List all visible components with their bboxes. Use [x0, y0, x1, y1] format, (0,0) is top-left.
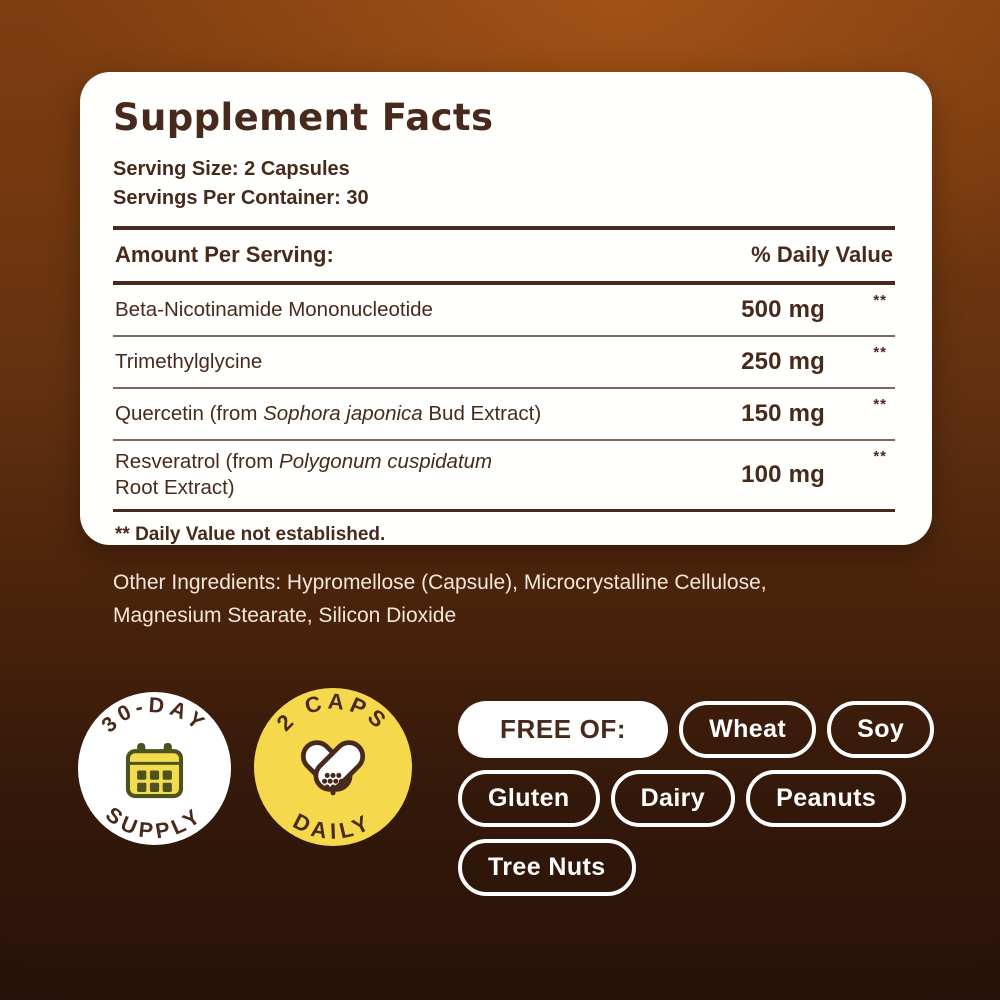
table-row: Resveratrol (from Polygonum cuspidatum R…: [113, 441, 895, 509]
daily-value-asterisks: **: [873, 344, 887, 361]
divider-thick: [113, 281, 895, 285]
ingredient-amount: 500 mg: [741, 296, 825, 323]
serving-size: Serving Size: 2 Capsules: [113, 158, 350, 180]
supply-badge: 30-DAY SUPPLY: [78, 692, 231, 845]
daily-value-asterisks: **: [873, 292, 887, 309]
allergen-pill-dairy: Dairy: [610, 770, 736, 827]
divider-thin: [113, 335, 895, 337]
ingredient-name: Beta-Nicotinamide Mononucleotide: [115, 298, 433, 321]
ingredient-name: Quercetin (from Sophora japonica Bud Ext…: [115, 402, 542, 425]
daily-value-header: % Daily Value: [751, 242, 893, 267]
other-ingredients-text: Other Ingredients: Hypromellose (Capsule…: [113, 571, 767, 627]
daily-value-asterisks: **: [873, 396, 887, 413]
servings-per-container: Servings Per Container: 30: [113, 187, 369, 209]
allergen-pill-wheat: Wheat: [679, 701, 817, 758]
divider-medium: [113, 509, 895, 512]
free-of-label-pill: FREE OF:: [458, 701, 669, 758]
table-row: Beta-Nicotinamide Mononucleotide 500 mg …: [113, 285, 895, 335]
ingredient-name: Trimethylglycine: [115, 350, 263, 373]
allergen-pill-tree-nuts: Tree Nuts: [458, 839, 636, 896]
table-header: Amount Per Serving: % Daily Value: [113, 230, 895, 281]
ingredient-name: Resveratrol (from Polygonum cuspidatum R…: [115, 450, 493, 499]
panel-title: Supplement Facts: [113, 96, 494, 139]
table-row: Trimethylglycine 250 mg **: [113, 337, 895, 387]
ingredient-amount: 150 mg: [741, 400, 825, 427]
ingredient-amount: 100 mg: [741, 461, 825, 488]
capsules-heart-icon: [300, 740, 366, 796]
supplement-facts-panel: Supplement Facts Serving Size: 2 Capsule…: [80, 72, 932, 545]
dosage-badge: 2 CAPS DAILY: [254, 688, 412, 846]
free-of-section: FREE OF: Wheat Soy Gluten Dairy Peanuts …: [458, 701, 950, 896]
divider-thick: [113, 226, 895, 230]
allergen-pill-soy: Soy: [827, 701, 935, 758]
amount-per-serving-header: Amount Per Serving:: [115, 242, 334, 267]
allergen-pill-peanuts: Peanuts: [746, 770, 907, 827]
divider-thin: [113, 439, 895, 441]
daily-value-footnote: ** Daily Value not established.: [115, 523, 386, 545]
daily-value-asterisks: **: [873, 448, 887, 465]
divider-thin: [113, 387, 895, 389]
allergen-pill-gluten: Gluten: [458, 770, 600, 827]
calendar-icon: [125, 743, 184, 799]
table-row: Quercetin (from Sophora japonica Bud Ext…: [113, 389, 895, 439]
ingredient-amount: 250 mg: [741, 348, 825, 375]
